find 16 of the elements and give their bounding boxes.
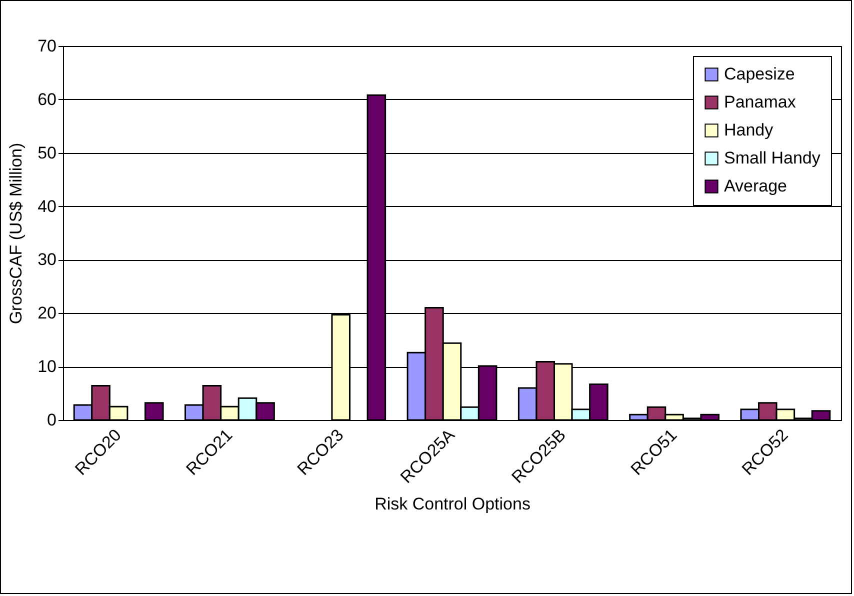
legend-label: Capesize bbox=[724, 64, 795, 84]
y-tick-label: 40 bbox=[38, 196, 56, 216]
y-tick-label: 20 bbox=[38, 304, 56, 323]
x-axis-title: Risk Control Options bbox=[374, 494, 530, 514]
y-tick-label: 60 bbox=[38, 90, 56, 109]
bar bbox=[144, 402, 164, 421]
legend-label: Panamax bbox=[724, 92, 796, 112]
y-tick-label: 0 bbox=[47, 410, 56, 430]
y-tick-label: 30 bbox=[38, 250, 56, 270]
legend-label: Handy bbox=[724, 120, 774, 140]
y-tick-label: 70 bbox=[38, 36, 56, 56]
legend-label: Small Handy bbox=[724, 148, 821, 168]
y-tick-label: 50 bbox=[38, 143, 56, 162]
legend-label: Average bbox=[724, 176, 788, 196]
y-axis-title: GrossCAF (US$ Million) bbox=[6, 142, 26, 324]
y-tick-label: 10 bbox=[38, 357, 56, 376]
